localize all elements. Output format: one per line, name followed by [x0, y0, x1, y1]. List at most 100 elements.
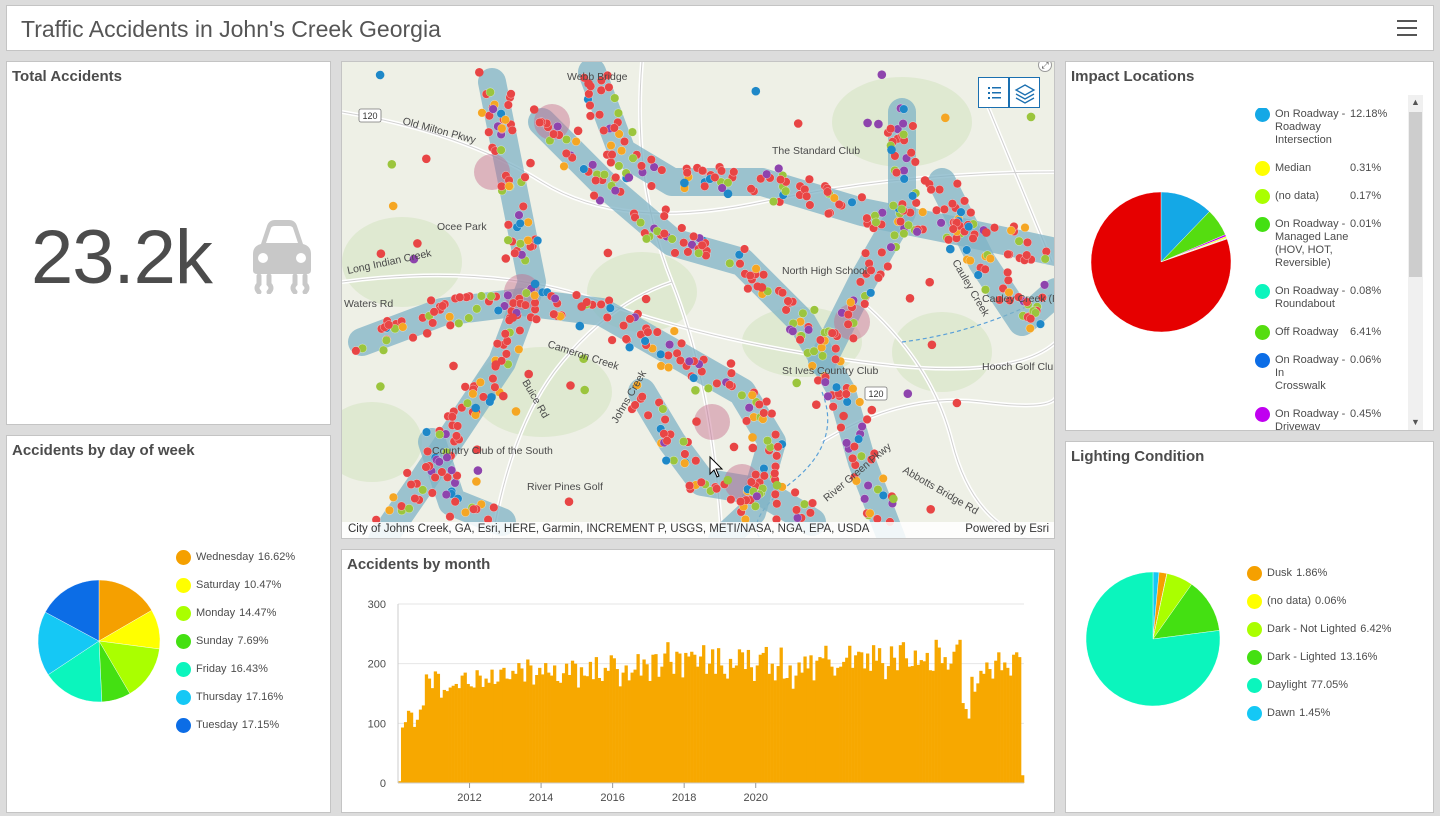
accident-point[interactable]	[737, 390, 747, 400]
accident-point[interactable]	[866, 265, 876, 275]
accident-point[interactable]	[843, 310, 853, 320]
legend-item[interactable]: Dusk 1.86%	[1247, 566, 1391, 581]
month-bar[interactable]	[502, 667, 506, 783]
accident-point[interactable]	[487, 393, 496, 402]
month-bar[interactable]	[451, 685, 455, 783]
accident-point[interactable]	[497, 123, 507, 133]
accident-point[interactable]	[867, 405, 877, 415]
accident-point[interactable]	[450, 497, 460, 507]
month-bar[interactable]	[758, 654, 762, 783]
accident-point[interactable]	[521, 300, 530, 310]
accident-point[interactable]	[550, 294, 560, 303]
month-bar[interactable]	[728, 658, 733, 783]
month-bar[interactable]	[400, 727, 405, 783]
accident-point[interactable]	[580, 385, 589, 395]
accident-point[interactable]	[1035, 319, 1045, 329]
accident-point[interactable]	[447, 412, 457, 422]
accident-point[interactable]	[920, 176, 930, 185]
accident-point[interactable]	[863, 481, 873, 490]
accident-point[interactable]	[437, 467, 447, 477]
accident-point[interactable]	[744, 403, 754, 413]
accident-point[interactable]	[956, 207, 966, 217]
accident-point[interactable]	[717, 166, 726, 176]
accident-point[interactable]	[611, 173, 621, 182]
accident-point[interactable]	[511, 407, 521, 416]
month-bar[interactable]	[871, 645, 876, 783]
accident-point[interactable]	[473, 466, 483, 475]
accident-point[interactable]	[514, 210, 524, 220]
accident-point[interactable]	[660, 415, 670, 424]
accident-point[interactable]	[577, 302, 586, 311]
month-bar[interactable]	[866, 653, 870, 783]
accident-point[interactable]	[443, 472, 452, 482]
accident-point[interactable]	[932, 205, 942, 215]
accident-point[interactable]	[562, 135, 571, 144]
accident-point[interactable]	[762, 169, 772, 179]
accident-point[interactable]	[694, 248, 704, 258]
accident-point[interactable]	[862, 414, 872, 424]
month-bar[interactable]	[892, 657, 897, 783]
month-bar[interactable]	[681, 677, 685, 783]
accident-point[interactable]	[904, 220, 913, 230]
month-bar[interactable]	[973, 691, 977, 783]
month-bar[interactable]	[991, 678, 995, 783]
accident-point[interactable]	[489, 503, 499, 512]
month-bar[interactable]	[1006, 667, 1010, 783]
accident-point[interactable]	[579, 354, 588, 364]
accident-point[interactable]	[1037, 293, 1047, 303]
month-bar[interactable]	[940, 663, 944, 783]
month-bar[interactable]	[612, 658, 616, 783]
accident-point[interactable]	[422, 329, 432, 338]
month-bar[interactable]	[490, 669, 494, 783]
month-bar[interactable]	[639, 675, 643, 783]
month-bar[interactable]	[851, 667, 855, 783]
month-bar[interactable]	[1009, 675, 1013, 783]
month-bar[interactable]	[493, 683, 497, 783]
accident-point[interactable]	[874, 119, 883, 129]
month-bar[interactable]	[740, 652, 745, 783]
accident-point[interactable]	[742, 416, 752, 426]
accident-point[interactable]	[630, 400, 640, 410]
accident-point[interactable]	[871, 217, 881, 227]
month-bar[interactable]	[684, 652, 688, 783]
month-bar[interactable]	[770, 663, 774, 783]
accident-point[interactable]	[857, 422, 867, 431]
accident-point[interactable]	[455, 292, 465, 302]
accident-point[interactable]	[613, 108, 623, 118]
accident-point[interactable]	[669, 326, 679, 336]
month-bar[interactable]	[997, 652, 1001, 783]
month-bar[interactable]	[547, 672, 551, 783]
accident-point[interactable]	[899, 174, 909, 184]
month-bar[interactable]	[716, 648, 721, 783]
month-bar[interactable]	[618, 686, 622, 783]
accident-point[interactable]	[573, 126, 583, 136]
accident-point[interactable]	[812, 400, 821, 410]
accident-point[interactable]	[985, 254, 995, 264]
accident-point[interactable]	[526, 158, 535, 168]
accident-point[interactable]	[408, 333, 418, 343]
accident-point[interactable]	[1003, 275, 1013, 285]
legend-item[interactable]: Tuesday 17.15%	[176, 718, 295, 733]
accident-point[interactable]	[944, 235, 953, 245]
accident-point[interactable]	[966, 208, 976, 218]
month-bar[interactable]	[448, 687, 452, 783]
accident-point[interactable]	[1020, 223, 1030, 233]
accident-point[interactable]	[524, 369, 533, 379]
scroll-up-icon[interactable]: ▲	[1411, 97, 1420, 107]
accident-point[interactable]	[491, 360, 501, 369]
accident-point[interactable]	[736, 497, 746, 507]
accident-point[interactable]	[831, 354, 841, 364]
menu-icon[interactable]	[1397, 20, 1417, 37]
accident-point[interactable]	[488, 104, 498, 114]
accident-point[interactable]	[774, 164, 784, 173]
accident-point[interactable]	[584, 79, 593, 88]
accident-point[interactable]	[381, 335, 391, 345]
month-bar[interactable]	[624, 665, 628, 783]
month-bar[interactable]	[928, 670, 932, 783]
month-bar[interactable]	[961, 703, 965, 783]
month-bar[interactable]	[472, 687, 476, 783]
month-bar[interactable]	[967, 718, 971, 783]
accident-point[interactable]	[781, 305, 791, 315]
month-bar[interactable]	[734, 665, 739, 783]
accident-point[interactable]	[886, 124, 896, 134]
